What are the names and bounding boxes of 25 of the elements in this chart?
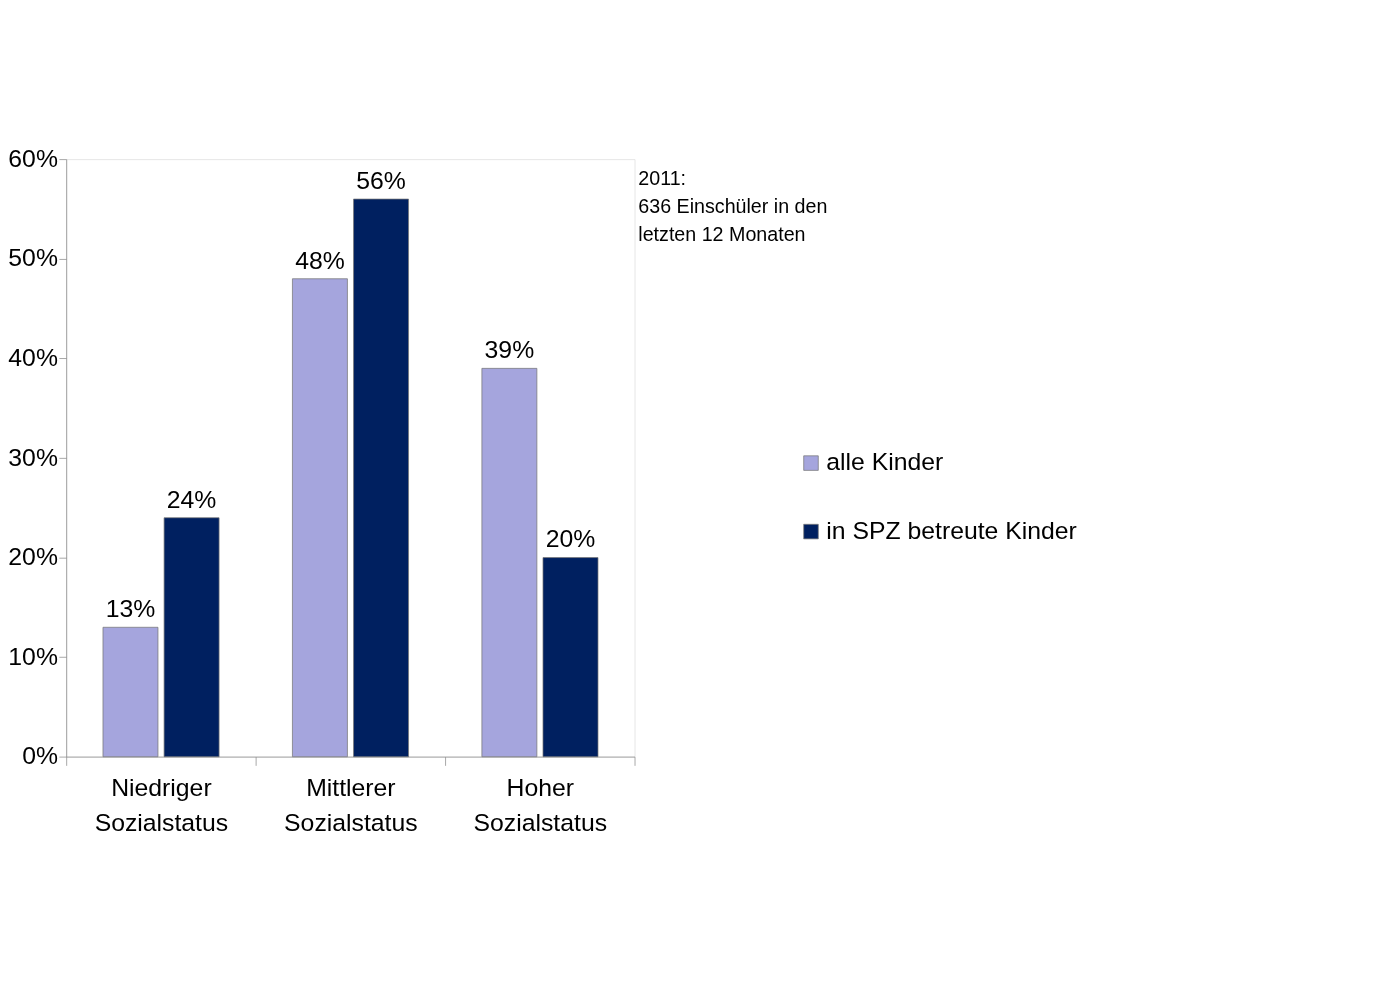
data-label: 13% [105,595,156,623]
text: 2011: 636 Einschüler in den letzten 12 Monaten [638,167,828,245]
bar [163,517,220,758]
data-label: 39% [484,336,535,364]
y-tick-label: 30% [8,443,58,471]
legend-label: alle Kinder [826,448,944,476]
y-tick-label: 10% [8,642,58,670]
bar [481,367,538,758]
y-tick-label: 20% [8,543,58,571]
y-tick-label: 50% [8,244,58,272]
bar [102,626,159,758]
data-label: 56% [356,166,406,194]
x-tick-label: Mittlerer Sozialstatus [284,773,418,836]
legend-label: in SPZ betreute Kinder [826,516,1077,544]
y-tick-label: 60% [8,144,58,172]
y-tick-label: 0% [22,742,58,770]
data-label: 20% [545,525,596,553]
y-tick-label: 40% [8,344,58,372]
data-label: 48% [295,246,345,274]
x-tick-label: Niedriger Sozialstatus [94,773,229,836]
data-label: 24% [166,485,217,513]
x-tick-label: Hoher Sozialstatus [473,773,608,836]
bar [292,278,348,758]
bar [542,557,599,758]
bar [353,198,409,758]
